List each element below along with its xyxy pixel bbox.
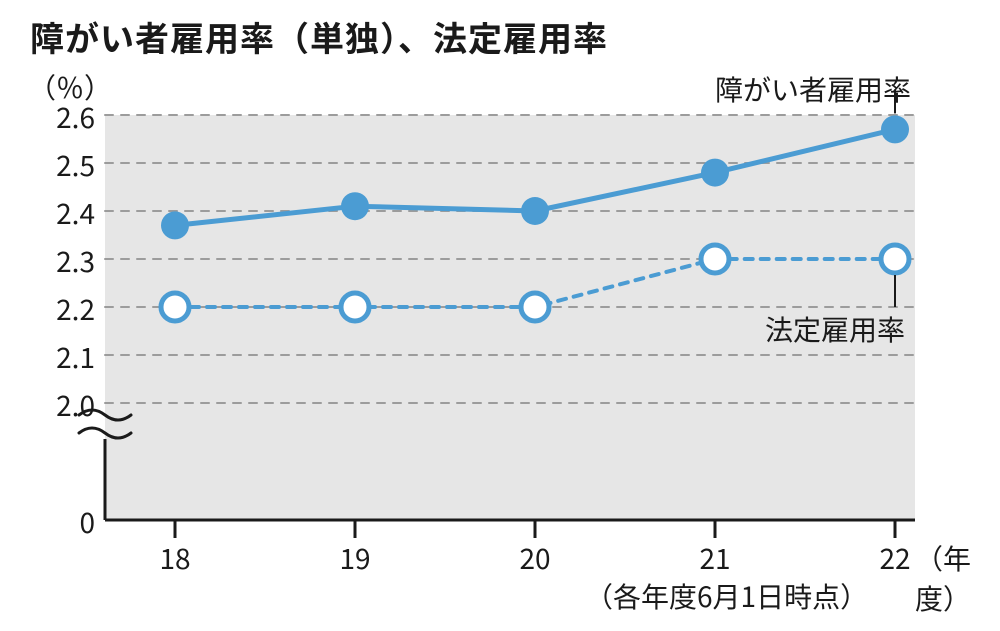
- marker-legal-rate: [161, 293, 189, 321]
- x-tick-label: 19: [339, 538, 370, 578]
- x-tick-label: 22: [879, 538, 910, 578]
- y-tick-label: 2.2: [35, 289, 95, 329]
- marker-employment-rate: [341, 192, 369, 220]
- x-tick-label: 18: [159, 538, 190, 578]
- marker-legal-rate: [701, 245, 729, 273]
- y-tick-label: 2.1: [35, 337, 95, 377]
- marker-employment-rate: [701, 159, 729, 187]
- x-tick-label: 20: [519, 538, 550, 578]
- series-label-legal-rate: 法定雇用率: [765, 309, 905, 349]
- marker-employment-rate: [161, 211, 189, 239]
- y-tick-label: 2.3: [35, 241, 95, 281]
- y-tick-label: 2.6: [35, 97, 95, 137]
- y-tick-label: 2.0: [35, 385, 95, 425]
- series-label-employment-rate: 障がい者雇用率: [715, 69, 911, 109]
- y-tick-label: 2.5: [35, 145, 95, 185]
- marker-employment-rate: [881, 115, 909, 143]
- x-axis-unit: （年度）: [915, 538, 1000, 618]
- employment-rate-line-chart: 障がい者雇用率（単独）、法定雇用率 （％） 2.62.52.42.32.22.1…: [0, 0, 1000, 631]
- marker-legal-rate: [521, 293, 549, 321]
- marker-legal-rate: [881, 245, 909, 273]
- y-tick-label: 2.4: [35, 193, 95, 233]
- marker-employment-rate: [521, 197, 549, 225]
- x-tick-label: 21: [699, 538, 730, 578]
- y-tick-label: 0: [35, 502, 95, 542]
- marker-legal-rate: [341, 293, 369, 321]
- x-axis-caption: （各年度6月1日時点）: [585, 576, 868, 616]
